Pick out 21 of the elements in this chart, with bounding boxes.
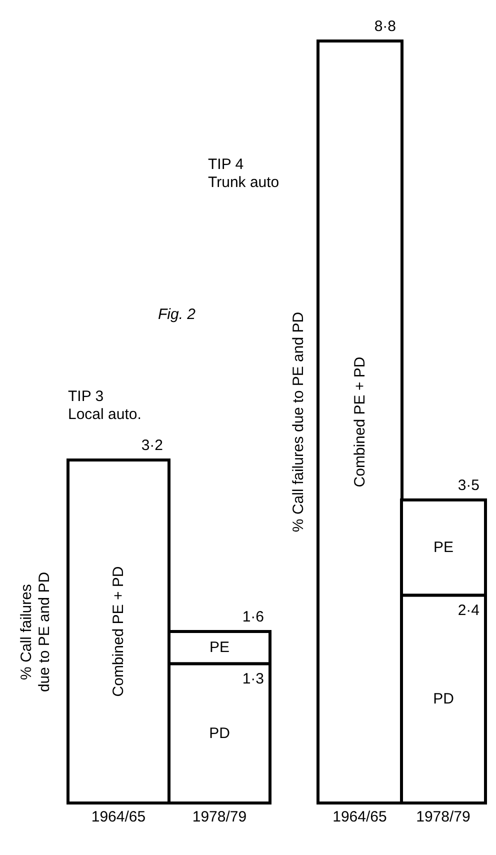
series-label: Combined PE + PD: [352, 356, 368, 488]
x-tick-label: 1978/79: [416, 808, 470, 826]
data-label: 2·4: [458, 602, 480, 620]
x-tick-label: 1964/65: [332, 808, 387, 826]
series-label: PD: [209, 724, 230, 742]
y-axis-title: % Call failures due to PE and PD: [18, 571, 54, 692]
chart-title: TIP 3 Local auto.: [68, 388, 142, 424]
total-label: 3·5: [458, 476, 480, 494]
y-axis-title: % Call failures due to PE and PD: [290, 312, 308, 532]
series-label: PE: [209, 639, 230, 656]
series-label: Combined PE + PD: [110, 566, 127, 697]
total-label: 3·2: [141, 437, 163, 454]
x-tick-label: 1964/65: [91, 808, 146, 826]
total-label: 1·6: [242, 608, 264, 626]
series-label: PE: [433, 539, 454, 556]
x-tick-label: 1978/79: [192, 808, 247, 826]
series-label: PD: [433, 690, 454, 708]
text: TIP 4 Trunk auto: [208, 156, 280, 192]
caption: Fig. 2: [158, 306, 196, 323]
data-label: 1·3: [242, 670, 264, 688]
total-label: 8·8: [374, 18, 396, 35]
